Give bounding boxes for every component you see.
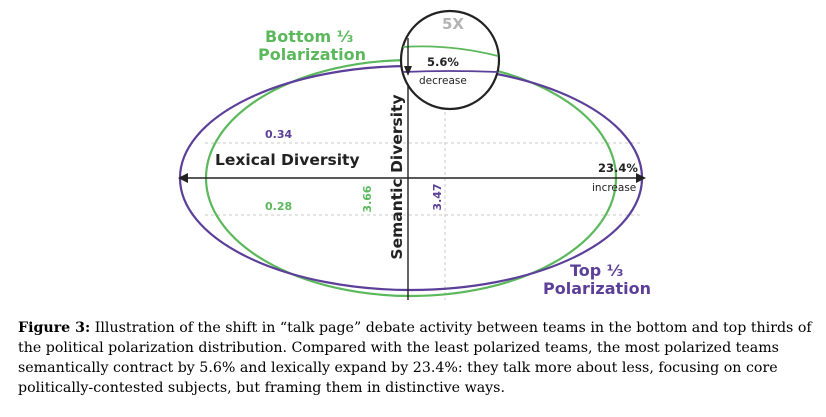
bottom-label-line2: Polarization	[258, 45, 366, 64]
zoom-purple-curve	[402, 70, 499, 73]
zoom-circle	[399, 9, 501, 111]
caption-label: Figure 3:	[18, 320, 91, 336]
semantic-change-value: 5.6%	[427, 55, 459, 69]
lexical-change-word: increase	[592, 182, 636, 194]
figure-caption: Figure 3: Illustration of the shift in “…	[18, 318, 814, 398]
top-label-line2: Polarization	[543, 279, 651, 298]
zoom-down-arrow-head	[404, 66, 412, 76]
caption-text: Illustration of the shift in “talk page”…	[18, 320, 812, 396]
top-label-line1: Top ⅓	[570, 261, 623, 280]
semantic-change-word: decrease	[419, 75, 467, 87]
x-axis-label: Lexical Diversity	[215, 151, 360, 169]
x-axis-arrow-right	[636, 173, 646, 183]
lexical-change-value: 23.4%	[598, 161, 638, 175]
y-axis-label: Semantic Diversity	[388, 94, 406, 259]
green-lower-value: 0.28	[265, 200, 292, 213]
bottom-label-line1: Bottom ⅓	[265, 27, 353, 46]
polarization-diagram: 5X 5.6% decrease Bottom ⅓ Polarization T…	[178, 9, 651, 300]
green-upper-value: 0.34	[265, 128, 292, 141]
x-axis-arrow-left	[178, 173, 188, 183]
purple-height-value: 3.47	[431, 183, 444, 210]
zoom-label: 5X	[442, 15, 464, 33]
zoom-green-curve	[402, 45, 499, 57]
green-height-value: 3.66	[361, 185, 374, 212]
